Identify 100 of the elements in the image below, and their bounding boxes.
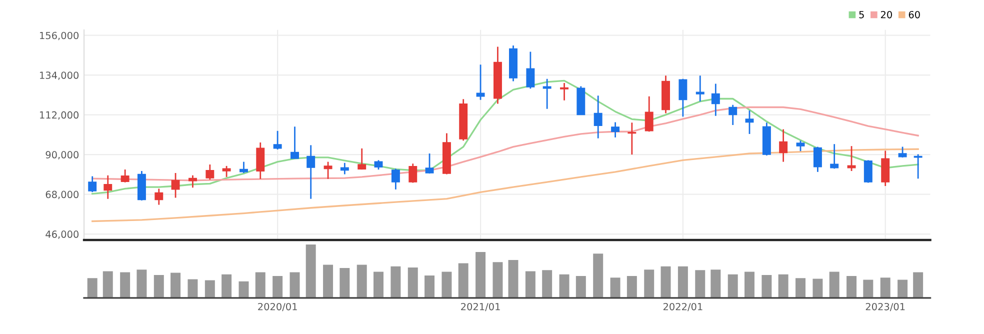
bar (576, 276, 586, 298)
bar (356, 264, 367, 298)
candlestick (560, 82, 569, 102)
candlestick (88, 176, 97, 193)
candlestick (206, 164, 214, 180)
y-tick-label: 112,000 (40, 111, 79, 120)
bar (120, 272, 130, 298)
candlestick (898, 146, 907, 158)
bar (290, 272, 300, 298)
bar (593, 254, 604, 298)
candlestick (678, 78, 688, 118)
candlestick (881, 150, 890, 187)
bar (255, 272, 266, 298)
bar (880, 278, 890, 298)
candlestick (796, 140, 805, 152)
candlestick (830, 143, 839, 170)
candlestick (290, 126, 299, 160)
bar (778, 274, 788, 298)
candlestick (324, 161, 332, 180)
candlestick (813, 146, 822, 173)
candlestick (594, 94, 602, 140)
y-tick-label: 156,000 (40, 32, 79, 40)
candlestick (222, 165, 231, 178)
bar (542, 270, 552, 298)
candlestick (256, 142, 265, 180)
x-tick-label: 2021/01 (461, 302, 500, 312)
bar (424, 275, 435, 298)
candlestick (526, 51, 535, 90)
bar (898, 280, 908, 298)
bar (644, 270, 654, 298)
legend-label: 60 (908, 10, 920, 18)
candlestick (864, 159, 872, 184)
candlestick (306, 144, 316, 200)
bar (508, 260, 518, 298)
bar (87, 278, 98, 298)
bar (660, 266, 671, 298)
candlestick (358, 148, 366, 170)
bar (340, 268, 350, 298)
bar (222, 274, 232, 298)
candlestick (340, 162, 349, 175)
bar (710, 270, 721, 298)
bar (695, 270, 706, 298)
candlestick (154, 188, 164, 206)
bar (170, 272, 181, 298)
bar (188, 279, 198, 298)
bar (678, 266, 688, 298)
line-series (92, 106, 919, 182)
y-tick-label: 68,000 (46, 190, 79, 200)
x-tick-label: 2022/01 (663, 302, 702, 312)
candlestick (542, 78, 552, 110)
bar (442, 272, 452, 298)
y-tick-label: 46,000 (46, 230, 79, 239)
candlestick (188, 174, 197, 188)
bar (306, 244, 316, 298)
candlestick (745, 110, 754, 135)
bar (728, 274, 738, 298)
candlestick (391, 168, 400, 190)
candlestick (171, 172, 180, 198)
candlestick (611, 122, 620, 138)
bar (102, 271, 113, 298)
bar (204, 280, 215, 298)
bar (744, 272, 754, 298)
x-tick-label: 2023/01 (866, 302, 905, 312)
candlestick (728, 104, 738, 126)
bar (559, 274, 570, 298)
bar (272, 276, 283, 298)
candlestick (628, 122, 636, 156)
bar (136, 270, 147, 298)
bar (846, 276, 857, 298)
bar (626, 276, 637, 298)
candlestick (914, 154, 922, 180)
candlestick (711, 83, 720, 117)
bar (525, 271, 536, 298)
bar (154, 274, 164, 298)
bar (796, 278, 806, 298)
bar (390, 266, 401, 298)
legend-label: 5 (859, 11, 864, 18)
candlestick (476, 64, 485, 101)
bar (863, 280, 874, 298)
candlestick (374, 159, 383, 170)
bar (829, 272, 840, 298)
candlestick (847, 145, 856, 172)
candlestick (425, 152, 434, 174)
candlestick (408, 162, 418, 184)
candlestick (120, 168, 130, 184)
candlestick (779, 128, 788, 162)
x-tick-label: 2020/01 (258, 302, 297, 312)
bar (492, 262, 503, 298)
candlestick (696, 74, 704, 102)
bar (762, 274, 772, 298)
bar (374, 272, 384, 298)
y-tick-label: 134,000 (40, 72, 79, 80)
y-tick-label: 90,000 (46, 151, 79, 160)
bar (812, 278, 823, 298)
candlestick (104, 174, 112, 200)
legend-label: 20 (880, 10, 892, 18)
candlestick (273, 130, 282, 150)
line-series (92, 80, 919, 195)
candlestick (240, 161, 248, 174)
bar (913, 272, 924, 298)
